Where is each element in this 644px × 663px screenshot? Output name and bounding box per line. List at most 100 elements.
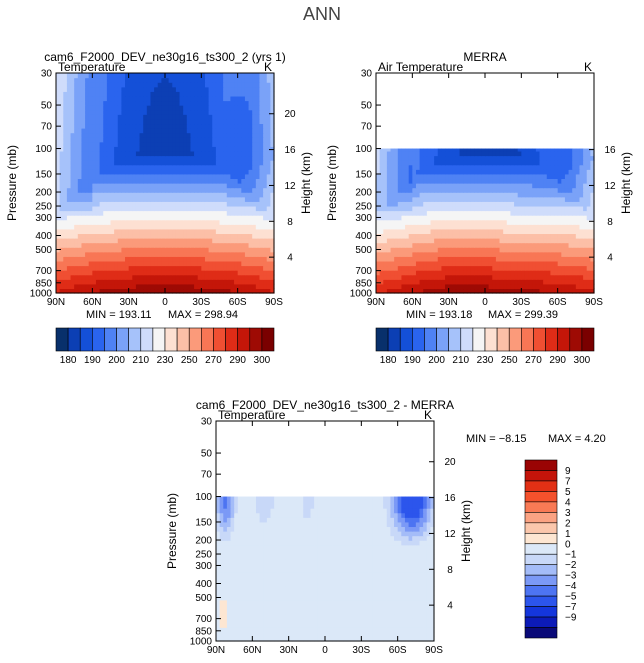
field-cell [215, 219, 221, 225]
field-cell [208, 288, 213, 294]
field-cell [397, 270, 403, 276]
field-cell [95, 173, 101, 180]
x-tick-label: 0 [162, 297, 168, 308]
field-cell [234, 114, 239, 120]
field-cell [492, 270, 497, 276]
field-cell [125, 233, 130, 239]
field-cell [179, 146, 184, 152]
field-cell [521, 164, 526, 170]
field-cell [241, 288, 246, 294]
field-cell [143, 164, 148, 170]
field-cell [546, 160, 551, 166]
field-cell [135, 201, 141, 207]
field-cell [539, 219, 544, 225]
field-cell [376, 183, 381, 189]
field-cell [401, 178, 406, 184]
field-cell [219, 150, 224, 157]
field-cell [139, 270, 144, 276]
field-cell [165, 155, 170, 161]
field-cell [564, 283, 570, 290]
field-cell [263, 100, 268, 106]
field-cell [154, 132, 159, 138]
field-cell [470, 205, 475, 212]
field-cell [441, 283, 446, 290]
field-cell [226, 228, 231, 235]
field-cell [383, 173, 388, 180]
field-cell [452, 201, 457, 207]
field-cell [455, 260, 461, 267]
field-cell [244, 146, 250, 152]
field-cell [564, 173, 570, 180]
field-cell [223, 192, 228, 198]
field-cell [168, 256, 173, 262]
field-cell [401, 173, 406, 180]
field-cell [168, 118, 173, 125]
field-cell [201, 288, 206, 294]
field-cell [412, 160, 417, 166]
field-cell [74, 260, 79, 267]
field-cell [506, 155, 512, 161]
field-cell [455, 256, 461, 262]
field-cell [506, 201, 512, 207]
field-cell [132, 183, 137, 189]
field-cell [445, 242, 450, 248]
field-cell [568, 256, 573, 262]
field-cell [223, 123, 228, 129]
field-cell [448, 265, 453, 271]
field-cell [397, 160, 403, 166]
field-cell [466, 238, 472, 244]
field-cell [92, 288, 97, 294]
field-cell [59, 228, 64, 235]
field-cell [215, 86, 221, 92]
field-cell [248, 132, 253, 138]
field-cell [150, 233, 155, 239]
field-cell [401, 256, 406, 262]
field-cell [561, 210, 566, 216]
field-cell [441, 224, 446, 230]
field-cell [208, 91, 213, 97]
field-cell [103, 265, 108, 271]
field-cell [186, 95, 192, 102]
field-cell [499, 173, 504, 180]
field-cell [543, 242, 548, 248]
field-cell [121, 105, 126, 111]
field-cell [376, 210, 381, 216]
field-cell [477, 164, 482, 170]
field-cell [445, 192, 450, 198]
field-cell [590, 155, 595, 161]
field-cell [415, 178, 421, 184]
field-cell [74, 205, 79, 212]
field-cell [63, 114, 68, 120]
field-cell [161, 274, 166, 280]
field-cell [455, 210, 461, 216]
field-cell [143, 260, 148, 267]
field-cell [466, 274, 472, 280]
field-cell [583, 148, 588, 152]
field-cell [85, 192, 90, 198]
field-cell [172, 192, 177, 198]
field-cell [532, 288, 537, 294]
field-cell [481, 178, 486, 184]
field-cell [452, 260, 457, 267]
field-cell [474, 169, 479, 175]
field-cell [223, 128, 228, 134]
field-cell [430, 178, 435, 184]
field-cell [74, 224, 79, 230]
field-cell [270, 215, 275, 221]
field-cell [208, 192, 213, 198]
field-cell [554, 183, 559, 189]
field-cell [161, 219, 166, 225]
field-cell [517, 155, 522, 161]
field-cell [539, 242, 544, 248]
y-tick-label: 1000 [350, 289, 373, 300]
field-cell [85, 238, 90, 244]
field-cell [175, 196, 181, 202]
field-cell [77, 228, 83, 235]
field-cell [383, 219, 388, 225]
field-cell [434, 155, 439, 161]
field-cell [179, 251, 184, 257]
field-cell [197, 128, 202, 134]
field-cell [266, 260, 271, 267]
field-cell [125, 164, 130, 170]
field-cell [248, 77, 253, 83]
